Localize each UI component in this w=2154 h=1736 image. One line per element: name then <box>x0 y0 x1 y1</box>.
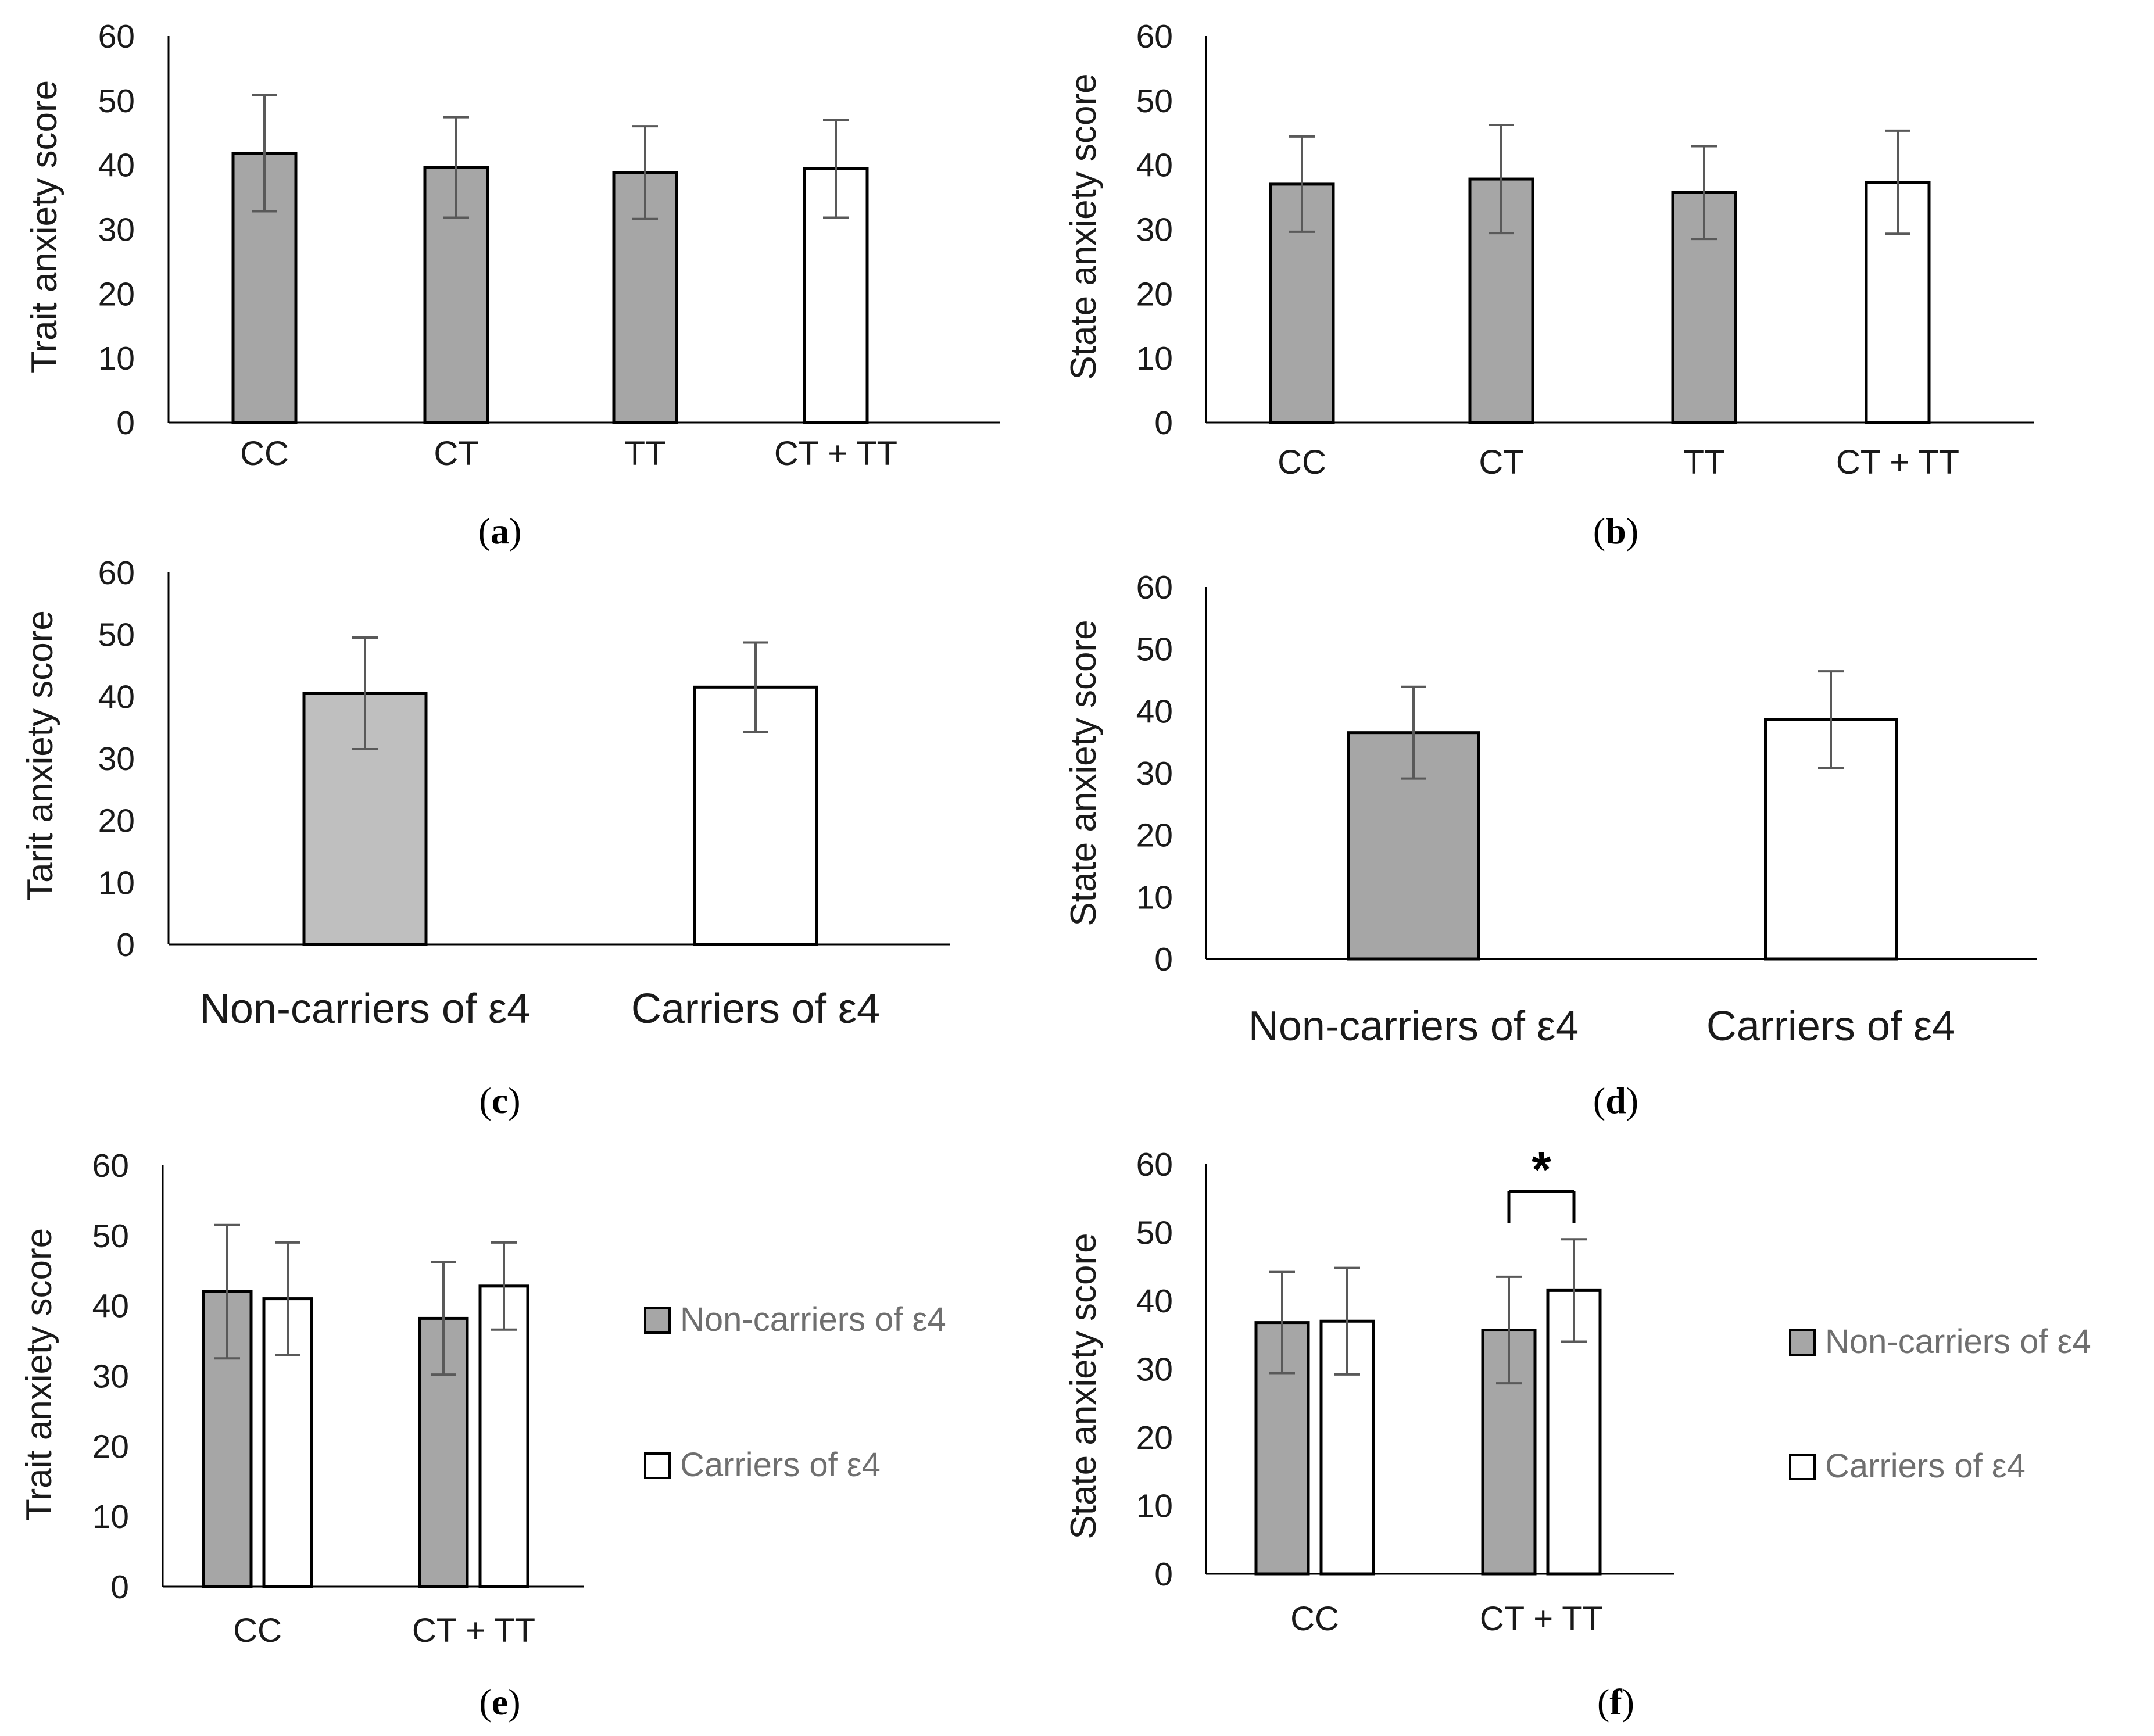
panel-a-y-tick-label: 60 <box>98 18 135 55</box>
panel-e-y-tick-label: 50 <box>92 1218 129 1255</box>
panel-a-x-category-label: CT + TT <box>774 435 897 473</box>
panel-b-x-category-label: CT + TT <box>1836 443 1959 481</box>
panel-c-y-tick-label: 40 <box>98 678 135 715</box>
panel-f-x-category-label: CT + TT <box>1480 1600 1603 1638</box>
panel-e-y-tick-label: 20 <box>92 1428 129 1465</box>
panel-b-y-tick-label: 10 <box>1136 340 1173 377</box>
panel-e-y-tick-label: 10 <box>92 1498 129 1535</box>
panel-a-caption: (a) <box>478 510 522 552</box>
panel-f-legend-swatch-noncarrier <box>1789 1329 1816 1356</box>
panel-c-x-category-label: Non-carriers of ε4 <box>200 986 530 1032</box>
panel-d-y-tick-label: 10 <box>1136 879 1173 916</box>
panel-b-chart: State anxiety score (b) 0 10 20 30 40 50 60 CC C… <box>1064 18 2034 552</box>
panel-b-y-tick-label: 60 <box>1136 18 1173 55</box>
panel-f-chart: State anxiety score (f) 0 10 20 30 40 50 60 CC C… <box>1064 1142 2091 1723</box>
panel-e-x-category-label: CC <box>233 1612 282 1649</box>
panel-f-y-tick-label: 10 <box>1136 1488 1173 1525</box>
panel-a-y-tick-label: 20 <box>98 275 135 313</box>
panel-b-y-tick-label: 50 <box>1136 83 1173 120</box>
panel-f-x-category-label: CC <box>1290 1600 1339 1638</box>
panel-d-y-axis-label: State anxiety score <box>1064 620 1104 926</box>
panel-e-y-tick-label: 30 <box>92 1358 129 1395</box>
panel-d-caption: (d) <box>1593 1080 1638 1121</box>
panel-e-x-category-label: CT + TT <box>412 1612 535 1649</box>
panel-a-x-category-label: CC <box>240 435 289 473</box>
panel-c-y-tick-label: 60 <box>98 554 135 592</box>
panel-d-x-category-label: Carriers of ε4 <box>1706 1003 1955 1050</box>
panel-d-y-tick-label: 30 <box>1136 755 1173 792</box>
panel-f-legend-swatch-carrier <box>1789 1454 1816 1480</box>
panel-a-y-tick-label: 0 <box>116 405 135 442</box>
panel-a-x-category-label: TT <box>625 435 666 473</box>
panel-e-legend-swatch-noncarrier <box>644 1307 671 1334</box>
panel-d-y-tick-label: 20 <box>1136 817 1173 854</box>
panel-f-y-tick-label: 40 <box>1136 1283 1173 1320</box>
panel-f-y-tick-label: 50 <box>1136 1215 1173 1252</box>
panel-a-y-tick-label: 30 <box>98 212 135 249</box>
panel-f-legend-label-carrier: Carriers of ε4 <box>1825 1447 2026 1485</box>
panel-b-y-axis-label: State anxiety score <box>1064 73 1104 380</box>
panel-b-x-category-label: TT <box>1684 443 1725 481</box>
panel-e-caption: (e) <box>479 1681 520 1723</box>
panel-e-legend-label-noncarrier: Non-carriers of ε4 <box>680 1301 946 1338</box>
panel-e-y-tick-label: 0 <box>110 1569 129 1606</box>
panel-e-y-tick-label: 40 <box>92 1288 129 1325</box>
panel-f-y-axis-label: State anxiety score <box>1064 1233 1104 1539</box>
panel-e-chart: Trait anxiety score (e) 0 10 20 30 40 50 60 CC C… <box>19 1147 946 1723</box>
panel-b-x-category-label: CC <box>1278 443 1326 481</box>
panel-d-chart: State anxiety score (d) 0 10 20 30 40 50 60 Non… <box>1064 569 2037 1121</box>
panel-c-y-tick-label: 10 <box>98 864 135 901</box>
panel-e-legend-label-carrier: Carriers of ε4 <box>680 1446 881 1484</box>
panel-c-y-axis-label: Tarit anxiety score <box>20 610 60 901</box>
panel-d-y-tick-label: 50 <box>1136 631 1173 668</box>
panel-b-x-category-label: CT <box>1479 443 1523 481</box>
panel-e-bar-carrier <box>478 1284 529 1588</box>
panel-b-y-tick-label: 20 <box>1136 275 1173 313</box>
panel-d-x-category-label: Non-carriers of ε4 <box>1248 1003 1579 1050</box>
panel-a-y-axis-label: Trait anxiety score <box>24 80 65 373</box>
panel-f-y-tick-label: 0 <box>1154 1556 1173 1593</box>
panel-f-caption: (f) <box>1597 1681 1634 1723</box>
panel-f-legend-label-noncarrier: Non-carriers of ε4 <box>1825 1323 2091 1361</box>
panel-f-y-tick-label: 20 <box>1136 1419 1173 1456</box>
panel-c-y-tick-label: 30 <box>98 740 135 778</box>
panel-e-legend-swatch-carrier <box>644 1452 671 1479</box>
panel-b-y-tick-label: 40 <box>1136 147 1173 184</box>
panel-d-y-tick-label: 40 <box>1136 693 1173 730</box>
panel-a-y-tick-label: 50 <box>98 83 135 120</box>
panel-f-significance-star: * <box>1532 1142 1551 1198</box>
panel-c-bar <box>302 692 428 946</box>
panel-c-y-tick-label: 0 <box>116 926 135 964</box>
panel-c-y-tick-label: 50 <box>98 617 135 654</box>
panel-a-x-category-label: CT <box>434 435 478 473</box>
panel-f-y-tick-label: 30 <box>1136 1351 1173 1388</box>
panel-d-y-tick-label: 60 <box>1136 569 1173 606</box>
panel-e-y-axis-label: Trait anxiety score <box>19 1228 59 1521</box>
panel-c-chart: Tarit anxiety score (c) 0 10 20 30 40 50 60 Non… <box>20 554 950 1121</box>
panel-d-y-tick-label: 0 <box>1154 941 1173 978</box>
panel-c-caption: (c) <box>479 1080 520 1121</box>
panel-c-y-tick-label: 20 <box>98 803 135 840</box>
panel-b-y-tick-label: 0 <box>1154 405 1173 442</box>
panel-a-chart: Trait anxiety score (a) 0 10 20 30 40 50 60 CC C… <box>24 18 1000 552</box>
panel-b-caption: (b) <box>1593 510 1638 552</box>
panel-c-x-category-label: Carriers of ε4 <box>631 986 880 1032</box>
panel-a-y-tick-label: 10 <box>98 340 135 377</box>
panel-a-y-tick-label: 40 <box>98 147 135 184</box>
panel-b-y-tick-label: 30 <box>1136 212 1173 249</box>
panel-f-y-tick-label: 60 <box>1136 1146 1173 1183</box>
panel-e-y-tick-label: 60 <box>92 1147 129 1184</box>
